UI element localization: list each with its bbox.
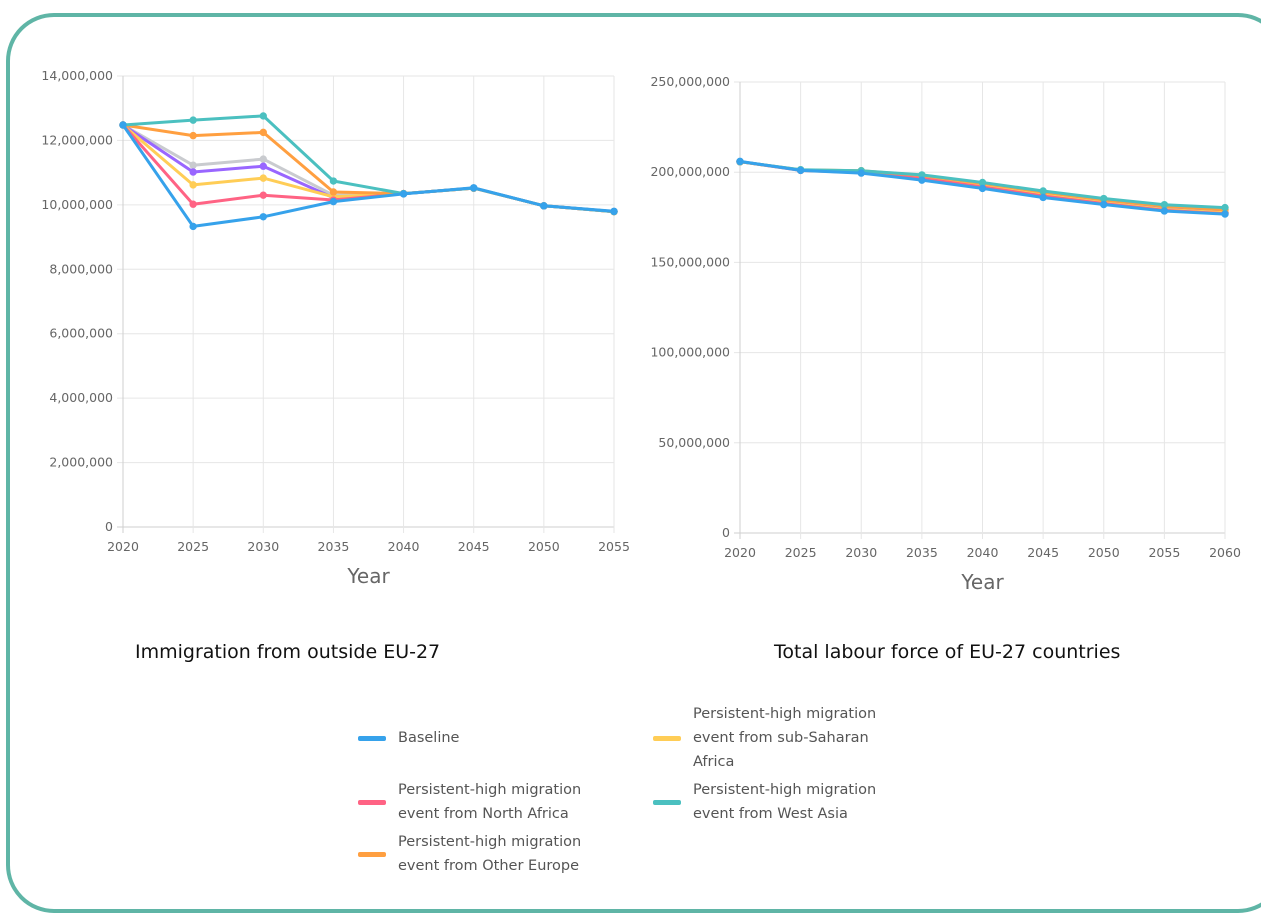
legend-item-north-africa[interactable]: Persistent-high migration event from Nor… — [358, 778, 653, 826]
legend-item-west-asia[interactable]: Persistent-high migration event from Wes… — [653, 778, 918, 826]
gridlines — [117, 75, 615, 533]
x-tick-label: 2035 — [318, 539, 350, 554]
data-point-blue[interactable] — [329, 197, 338, 206]
data-point-teal[interactable] — [978, 178, 987, 187]
data-point-blue[interactable] — [1039, 193, 1047, 202]
legend-swatch — [358, 851, 386, 857]
series-blue — [736, 157, 1229, 218]
y-tick-label: 50,000,000 — [658, 435, 730, 450]
x-tick-label: 2030 — [247, 539, 279, 554]
data-point-blue[interactable] — [1221, 210, 1229, 218]
x-tick-label: 2060 — [1209, 545, 1241, 560]
legend-item-other-europe[interactable]: Persistent-high migration event from Oth… — [358, 830, 653, 878]
data-point-blue[interactable] — [470, 184, 478, 192]
y-tick-label: 250,000,000 — [650, 74, 730, 89]
labour-force-chart-svg: 0 50,000,000 100,000,000 150,000,000 200,000… — [650, 74, 1241, 594]
y-tick-label: 2,000,000 — [49, 455, 113, 470]
x-axis-title: Year — [960, 570, 1004, 594]
x-tick-label: 2055 — [598, 539, 630, 554]
labour-force-chart: 0 50,000,000 100,000,000 150,000,000 200,000… — [640, 60, 1261, 605]
data-point-blue[interactable] — [796, 166, 805, 175]
y-tick-label: 200,000,000 — [650, 164, 730, 179]
legend-label: Baseline — [398, 730, 460, 746]
y-tick-label: 14,000,000 — [41, 68, 113, 83]
x-tick-label: 2050 — [1088, 545, 1120, 560]
data-point-pink[interactable] — [259, 191, 267, 199]
data-point-blue[interactable] — [399, 190, 408, 198]
data-point-teal[interactable] — [189, 116, 197, 124]
x-tick-label: 2045 — [1027, 545, 1059, 560]
x-tick-label: 2050 — [528, 539, 560, 554]
y-tick-label: 0 — [105, 519, 113, 534]
series-line-blue — [121, 123, 616, 228]
legend-label: Persistent-high migration event from Nor… — [398, 782, 582, 822]
labour-force-caption: Total labour force of EU-27 countries — [774, 641, 1121, 663]
x-tick-label: 2020 — [724, 545, 756, 560]
data-point-blue[interactable] — [1100, 200, 1108, 209]
data-point-blue[interactable] — [1160, 207, 1169, 215]
y-tick-label: 12,000,000 — [41, 132, 113, 147]
data-point-blue[interactable] — [119, 121, 127, 129]
y-tick-label: 150,000,000 — [650, 254, 730, 269]
data-point-blue[interactable] — [610, 207, 618, 216]
x-tick-label: 2040 — [388, 539, 420, 554]
x-tick-label: 2035 — [906, 545, 938, 560]
data-point-blue[interactable] — [918, 176, 926, 184]
data-point-teal[interactable] — [1039, 187, 1047, 195]
legend-label: Persistent-high migration event from sub… — [693, 706, 877, 770]
legend-swatch — [653, 735, 681, 741]
x-tick-label: 2025 — [785, 545, 817, 560]
data-point-orange[interactable] — [329, 188, 338, 196]
data-point-yellow[interactable] — [189, 181, 197, 189]
y-tick-label: 10,000,000 — [41, 197, 113, 212]
data-point-blue[interactable] — [540, 202, 548, 210]
legend-item-sub-saharan-africa[interactable]: Persistent-high migration event from sub… — [653, 702, 918, 774]
legend-label: Persistent-high migration event from Wes… — [693, 782, 877, 822]
data-point-teal[interactable] — [329, 177, 338, 185]
x-tick-label: 2025 — [177, 539, 209, 554]
x-tick-label: 2045 — [458, 539, 490, 554]
x-tick-label: 2030 — [845, 545, 877, 560]
data-point-blue[interactable] — [259, 213, 267, 221]
y-tick-label: 6,000,000 — [49, 326, 113, 341]
legend-label: Persistent-high migration event from Oth… — [398, 834, 582, 874]
data-point-blue[interactable] — [978, 184, 987, 193]
gridlines — [734, 81, 1226, 539]
x-tick-label: 2055 — [1148, 545, 1180, 560]
x-tick-label: 2040 — [967, 545, 999, 560]
data-point-grey[interactable] — [259, 155, 267, 163]
data-point-blue[interactable] — [736, 157, 744, 166]
data-point-orange[interactable] — [259, 128, 267, 137]
data-point-teal[interactable] — [259, 112, 267, 120]
data-point-blue[interactable] — [189, 222, 197, 231]
series-blue — [119, 121, 618, 231]
data-point-orange[interactable] — [189, 131, 197, 140]
legend-item-baseline[interactable]: Baseline — [358, 702, 653, 774]
legend-swatch — [653, 799, 681, 805]
immigration-chart: 0 2,000,000 4,000,000 6,000,000 8,000,000 10,… — [0, 60, 640, 600]
y-tick-label: 8,000,000 — [49, 261, 113, 276]
data-point-teal[interactable] — [1100, 194, 1108, 203]
y-tick-label: 100,000,000 — [650, 345, 730, 360]
legend-swatch — [358, 735, 386, 741]
x-tick-label: 2020 — [107, 539, 139, 554]
data-point-blue[interactable] — [857, 169, 865, 177]
legend: Baseline Persistent-high migration event… — [358, 702, 918, 878]
data-point-purple[interactable] — [189, 168, 197, 176]
data-point-purple[interactable] — [259, 162, 267, 170]
data-point-grey[interactable] — [189, 161, 197, 169]
legend-swatch — [358, 799, 386, 805]
data-point-yellow[interactable] — [259, 174, 267, 182]
y-tick-label: 0 — [722, 525, 730, 540]
data-point-pink[interactable] — [189, 200, 197, 208]
immigration-caption: Immigration from outside EU-27 — [135, 641, 441, 663]
data-point-teal[interactable] — [1160, 200, 1169, 209]
immigration-chart-svg: 0 2,000,000 4,000,000 6,000,000 8,000,000 10,… — [41, 68, 630, 588]
x-axis-title: Year — [346, 564, 390, 588]
y-tick-label: 4,000,000 — [49, 390, 113, 405]
data-point-teal[interactable] — [1221, 203, 1229, 212]
